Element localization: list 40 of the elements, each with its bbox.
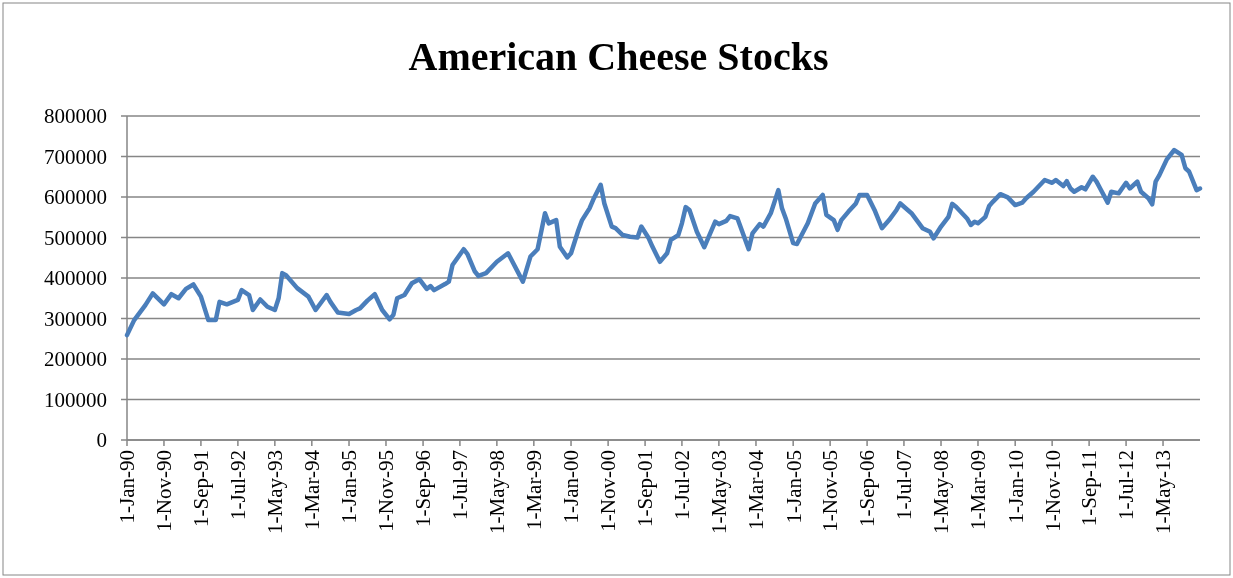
x-tick-label: 1-Nov-10 <box>1040 450 1065 532</box>
x-tick-label: 1-Jan-00 <box>559 450 584 524</box>
chart-title: American Cheese Stocks <box>408 34 829 79</box>
y-tick-label: 700000 <box>44 144 107 169</box>
x-tick-label: 1-Jan-05 <box>781 450 806 524</box>
x-tick-label: 1-Mar-94 <box>300 449 325 531</box>
x-tick-label: 1-Jul-97 <box>448 450 473 520</box>
x-tick-label: 1-Jul-12 <box>1114 450 1139 520</box>
x-tick-label: 1-Sep-96 <box>411 450 436 527</box>
y-tick-label: 200000 <box>44 347 107 372</box>
x-tick-label: 1-Nov-90 <box>152 450 177 532</box>
x-tick-label: 1-Jan-95 <box>337 450 362 524</box>
y-tick-label: 400000 <box>44 266 107 291</box>
y-tick-label: 100000 <box>44 387 107 412</box>
y-tick-label: 800000 <box>44 104 107 129</box>
x-tick-label: 1-May-08 <box>929 450 954 534</box>
x-tick-label: 1-May-03 <box>707 450 732 534</box>
x-tick-label: 1-Mar-09 <box>966 450 991 531</box>
x-tick-label: 1-Sep-91 <box>189 450 214 527</box>
x-tick-label: 1-May-13 <box>1151 450 1176 534</box>
x-tick-label: 1-Jul-07 <box>892 450 917 520</box>
line-series <box>124 147 1203 338</box>
y-tick-label: 500000 <box>44 225 107 250</box>
y-tick-label: 600000 <box>44 185 107 210</box>
y-tick-label: 300000 <box>44 306 107 331</box>
y-tick-label: 0 <box>96 428 107 453</box>
x-tick-label: 1-May-98 <box>485 450 510 534</box>
x-tick-label: 1-Jul-92 <box>226 450 251 520</box>
x-tick-label: 1-Nov-95 <box>374 450 399 532</box>
x-tick-label: 1-Sep-01 <box>633 450 658 527</box>
x-tick-label: 1-Nov-05 <box>818 450 843 532</box>
x-tick-label: 1-Jan-90 <box>115 450 140 524</box>
x-tick-label: 1-Mar-99 <box>522 450 547 531</box>
x-tick-label: 1-Sep-06 <box>855 450 880 527</box>
x-tick-label: 1-Mar-04 <box>744 449 769 531</box>
x-tick-label: 1-Sep-11 <box>1077 450 1102 527</box>
x-tick-label: 1-May-93 <box>263 450 288 534</box>
x-tick-label: 1-Nov-00 <box>596 450 621 532</box>
x-tick-label: 1-Jan-10 <box>1003 450 1028 524</box>
x-tick-label: 1-Jul-02 <box>670 450 695 520</box>
